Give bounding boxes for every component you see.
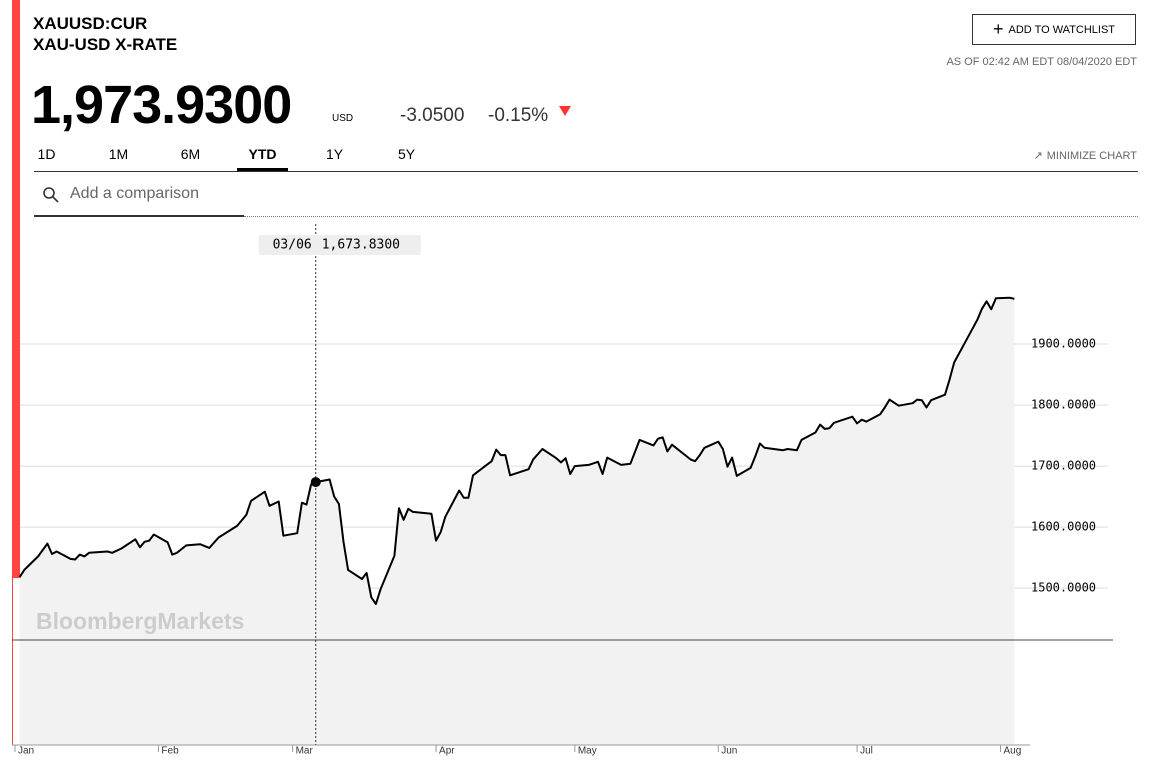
minimize-icon: ↗ [1033, 150, 1043, 162]
price-line [18, 296, 1015, 605]
y-tick-label: 1700.0000 [1031, 459, 1096, 473]
search-divider [244, 216, 1138, 217]
tab-rule [34, 171, 1138, 172]
x-tick-label: Mar [296, 746, 314, 757]
search-underline [34, 215, 244, 217]
watchlist-button[interactable]: + ADD TO WATCHLIST [972, 14, 1136, 45]
minimize-label: MINIMIZE CHART [1046, 150, 1137, 162]
accent-bar [12, 0, 20, 578]
y-tick-label: 1600.0000 [1031, 520, 1096, 534]
search-input[interactable]: Add a comparison [70, 185, 199, 202]
tooltip-value: 1,673.8300 [322, 238, 400, 253]
range-tab[interactable]: 5Y [397, 146, 416, 162]
crosshair-point [310, 477, 321, 488]
watermark: BloombergMarkets [36, 608, 244, 634]
range-tab[interactable]: 1M [108, 146, 129, 162]
range-tab[interactable]: 6M [180, 146, 201, 162]
x-tick-label: Jul [860, 746, 873, 757]
instrument-name: XAU-USD X-RATE [33, 35, 178, 54]
watchlist-label: ADD TO WATCHLIST [1008, 23, 1116, 36]
x-tick-label: Jun [721, 746, 737, 757]
y-tick-label: 1800.0000 [1031, 398, 1096, 412]
x-tick-label: Jan [18, 746, 34, 757]
x-tick-label: Aug [1003, 746, 1021, 757]
ticker: XAUUSD:CUR [33, 14, 148, 33]
x-tick-label: Apr [439, 746, 455, 757]
down-arrow [559, 106, 571, 116]
plus-icon: + [992, 19, 1004, 39]
y-tick-label: 1500.0000 [1031, 581, 1096, 595]
area-fill [19, 297, 1015, 745]
tooltip-box [258, 235, 421, 255]
as-of: AS OF 02:42 AM EDT 08/04/2020 EDT [946, 56, 1137, 68]
range-tab[interactable]: 1Y [325, 146, 344, 162]
x-tick-label: May [578, 746, 597, 757]
range-tab[interactable]: 1D [37, 146, 56, 162]
minimize-chart[interactable]: ↗ MINIMIZE CHART [1034, 149, 1137, 162]
x-tick-label: Feb [161, 746, 179, 757]
range-tab[interactable]: YTD [237, 146, 288, 171]
currency: USD [332, 113, 354, 124]
change-pct: -0.15% [488, 105, 549, 126]
change: -3.0500 [400, 105, 465, 126]
price: 1,973.9300 [31, 75, 292, 135]
tooltip-date: 03/06 [273, 238, 312, 253]
y-tick-label: 1900.0000 [1031, 337, 1096, 351]
search-icon [43, 187, 59, 203]
